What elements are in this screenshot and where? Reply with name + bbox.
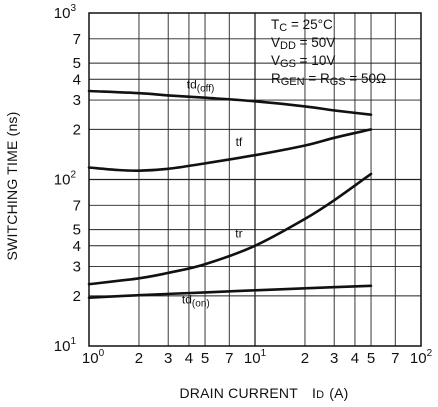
series-label-main: td: [187, 78, 197, 92]
x-tick-label: 3: [330, 350, 338, 367]
x-tick-label: 102: [410, 348, 433, 367]
x-tick-label: 3: [164, 350, 172, 367]
condition-symbol: T: [271, 17, 279, 32]
condition-line: RGEN = RGS = 50Ω: [271, 71, 386, 88]
y-tick-label: 103: [54, 3, 77, 22]
x-tick-label-base: 10: [82, 350, 99, 367]
y-tick-label-base: 10: [54, 5, 71, 22]
y-tick-label: 3: [73, 259, 81, 276]
condition-symbol: R: [271, 71, 281, 86]
x-tick-label-base: 10: [244, 350, 261, 367]
y-tick-label: 5: [73, 222, 81, 239]
series-line-tf: [87, 128, 373, 173]
x-axis-unit: (A): [329, 385, 348, 401]
condition-value: = 50V: [296, 35, 335, 50]
x-axis-title-text: DRAIN CURRENT: [179, 385, 298, 401]
x-axis-symbol: I: [312, 385, 316, 401]
x-tick-label-base: 10: [410, 350, 427, 367]
condition-subscript: DD: [280, 40, 296, 52]
condition-value: = 50Ω: [346, 71, 387, 86]
x-tick-label: 2: [301, 350, 309, 367]
y-tick-label: 102: [54, 170, 77, 189]
series-label-tf: tf: [236, 135, 243, 149]
x-tick-label: 2: [135, 350, 143, 367]
y-tick-label: 2: [73, 288, 81, 305]
plot-frame: [88, 12, 422, 347]
x-tick-label: 101: [244, 348, 267, 367]
condition-value: = R: [305, 71, 330, 86]
x-tick-label: 4: [351, 350, 359, 367]
condition-line: VGS = 10V: [271, 53, 335, 70]
y-axis-title: SWITCHING TIME (ns): [4, 112, 20, 261]
series-label-main: tf: [236, 135, 243, 149]
y-tick-label-exponent: 3: [70, 3, 76, 14]
y-tick-label: 5: [73, 55, 81, 72]
condition-line: TC = 25°C: [271, 17, 333, 34]
condition-symbol: V: [271, 53, 280, 68]
grid-lines: [89, 13, 421, 346]
y-tick-label-exponent: 1: [70, 336, 76, 347]
y-tick-label-exponent: 2: [70, 170, 76, 181]
series-line-tdon: [87, 284, 373, 299]
x-axis-symbol-sub: D: [316, 389, 324, 401]
y-tick-label: 7: [73, 197, 81, 214]
y-tick-label: 101: [54, 336, 77, 355]
series-line-tdoff: [87, 89, 373, 116]
x-tick-label: 7: [391, 350, 399, 367]
series-label-sub: (on): [192, 299, 210, 310]
series-label-main: td: [182, 293, 192, 307]
x-tick-label-exponent: 2: [427, 348, 433, 359]
x-tick-label: 5: [367, 350, 375, 367]
condition-value: = 10V: [296, 53, 335, 68]
condition-symbol: V: [271, 35, 280, 50]
x-tick-label: 5: [201, 350, 209, 367]
y-tick-label-base: 10: [54, 338, 71, 355]
series-label-tr: tr: [235, 226, 242, 240]
series-label-main: tr: [235, 226, 242, 240]
condition-subscript: GS: [280, 58, 296, 70]
series-label-sub: (off): [197, 84, 215, 95]
y-tick-label: 4: [73, 238, 81, 255]
y-tick-label-base: 10: [54, 172, 71, 189]
y-tick-label: 2: [73, 121, 81, 138]
series-label-tdon: td(on): [182, 293, 210, 310]
x-tick-label: 100: [82, 348, 105, 367]
x-tick-label-exponent: 0: [99, 348, 105, 359]
condition-line: VDD = 50V: [271, 35, 335, 52]
x-tick-label-exponent: 1: [261, 348, 267, 359]
y-tick-label: 4: [73, 71, 81, 88]
condition-subscript: C: [279, 22, 287, 34]
y-tick-label: 7: [73, 31, 81, 48]
series-label-tdoff: td(off): [187, 78, 215, 95]
y-tick-label: 3: [73, 92, 81, 109]
condition-subscript: GS: [330, 76, 346, 88]
x-tick-label: 7: [225, 350, 233, 367]
series-curves: [87, 89, 373, 299]
condition-subscript: GEN: [281, 76, 305, 88]
x-axis-title: DRAIN CURRENT ID (A): [179, 385, 348, 401]
condition-value: = 25°C: [287, 17, 333, 32]
x-tick-labels: 100 2 3 4 5 7 101 2 3 4 5 7 102: [82, 348, 433, 367]
series-line-tr: [87, 172, 373, 286]
x-tick-label: 4: [185, 350, 193, 367]
